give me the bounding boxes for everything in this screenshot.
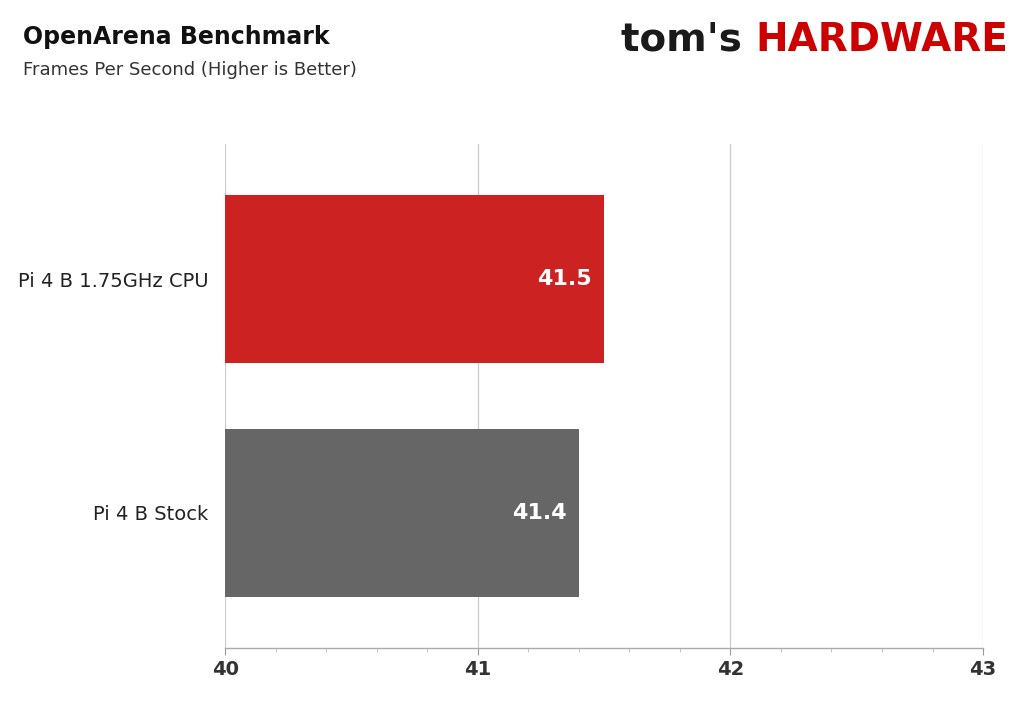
Text: HARDWARE: HARDWARE (756, 21, 1009, 58)
Text: 41.4: 41.4 (512, 503, 566, 523)
Text: 41.5: 41.5 (537, 269, 592, 289)
Text: Frames Per Second (Higher is Better): Frames Per Second (Higher is Better) (23, 61, 356, 79)
Text: OpenArena Benchmark: OpenArena Benchmark (23, 25, 329, 49)
Bar (225, 195, 604, 364)
Bar (225, 428, 579, 597)
Text: tom's: tom's (622, 21, 756, 58)
